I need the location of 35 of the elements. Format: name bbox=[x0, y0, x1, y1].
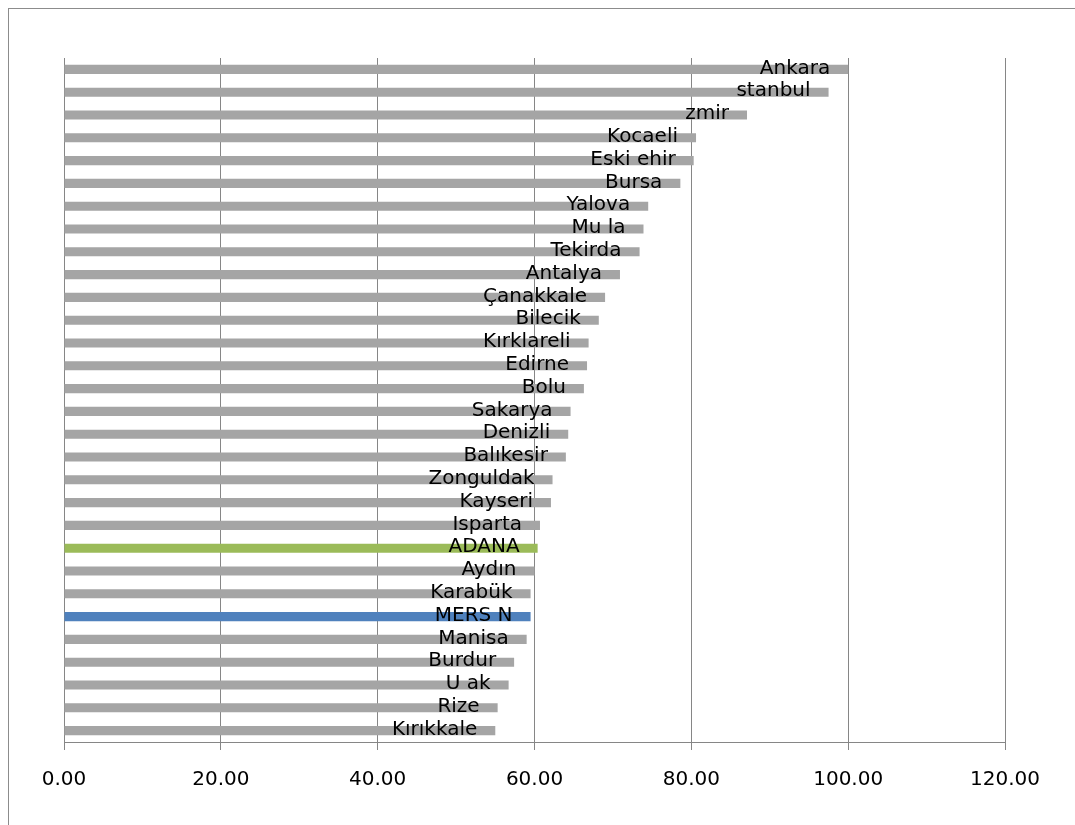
y-tick-label: Antalya bbox=[525, 259, 602, 284]
x-tick-label: 40.00 bbox=[349, 766, 407, 791]
x-tick-label: 80.00 bbox=[662, 766, 720, 791]
y-tick-label: Burdur bbox=[428, 647, 497, 672]
y-tick-label: Bolu bbox=[521, 373, 566, 398]
y-tick-label: Sakarya bbox=[471, 396, 553, 421]
y-tick-label: Aydın bbox=[461, 556, 517, 581]
y-tick-label: Kayseri bbox=[459, 487, 533, 512]
y-tick-label: Tekirda bbox=[549, 237, 622, 261]
y-tick-label: Kırıkkale bbox=[391, 715, 478, 740]
y-tick-label: Bursa bbox=[605, 168, 663, 193]
y-tick-label: Bilecik bbox=[515, 305, 582, 330]
y-tick-label: Eski ehir bbox=[590, 145, 677, 170]
y-tick-label: Yalova bbox=[565, 191, 631, 216]
y-tick-label: Çanakkale bbox=[482, 282, 588, 307]
y-tick-label: Mu la bbox=[571, 214, 626, 239]
x-tick-label: 20.00 bbox=[192, 766, 250, 791]
y-tick-label: stanbul bbox=[736, 77, 811, 102]
x-tick-label: 100.00 bbox=[813, 766, 884, 791]
y-tick-label: Manisa bbox=[438, 624, 509, 649]
y-tick-label: Zonguldak bbox=[428, 465, 535, 489]
y-tick-label: Karabük bbox=[430, 579, 513, 603]
y-tick-label: Isparta bbox=[452, 510, 522, 535]
x-tick-label: 60.00 bbox=[505, 766, 564, 791]
y-tick-label: Rize bbox=[437, 693, 480, 717]
x-tick-label: 120.00 bbox=[970, 766, 1040, 791]
y-tick-label: U ak bbox=[445, 670, 492, 695]
y-tick-label: Kocaeli bbox=[607, 123, 679, 147]
y-tick-label: Edirne bbox=[505, 351, 570, 375]
y-tick-label: Denizli bbox=[482, 419, 551, 444]
y-tick-label: Ankara bbox=[759, 54, 831, 79]
x-tick-label: 0.00 bbox=[41, 766, 87, 791]
y-tick-label: Kırklareli bbox=[483, 328, 571, 353]
y-tick-label: Balıkesir bbox=[463, 442, 549, 467]
y-tick-label: zmir bbox=[685, 100, 730, 125]
